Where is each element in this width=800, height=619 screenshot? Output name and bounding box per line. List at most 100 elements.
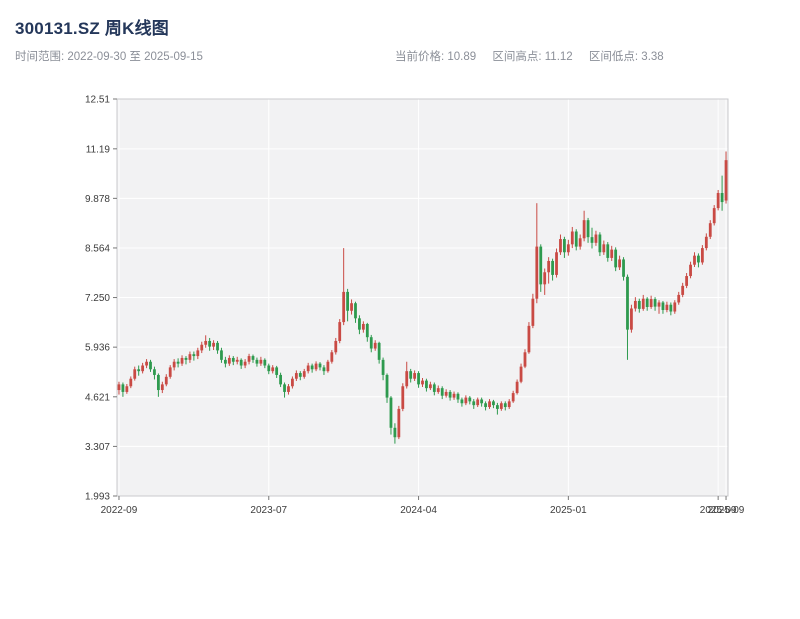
candle-body [322, 367, 326, 372]
candle-body [200, 344, 204, 351]
y-axis-labels: 1.993 3.307 4.621 5.936 7.250 8.564 9.878 11.19… [85, 95, 117, 503]
candle-body [633, 300, 637, 309]
candle-body [649, 299, 653, 307]
candle-body [495, 405, 499, 409]
x-tick-label: 2025-09 [700, 505, 737, 516]
candle-body [582, 220, 586, 239]
candle-body [452, 393, 456, 398]
candle-body [468, 397, 472, 402]
candle-body [460, 399, 464, 404]
candle-body [523, 352, 527, 367]
candle-body [519, 366, 523, 382]
candle-body [618, 259, 621, 268]
candle-body [180, 357, 184, 364]
candle-body [598, 234, 602, 253]
candle-body [417, 373, 420, 385]
candle-body [350, 303, 353, 311]
candle-body [153, 369, 156, 375]
candle-body [697, 255, 700, 263]
candle-body [287, 386, 290, 392]
candle-body [133, 369, 137, 379]
candle-body [551, 260, 554, 275]
candle-body [590, 237, 594, 243]
candle-body [314, 363, 318, 370]
candle-body [298, 373, 302, 377]
candle-body [570, 231, 574, 245]
x-tick-label: 2024-04 [400, 505, 437, 516]
candle-body [527, 325, 531, 353]
candle-body [279, 374, 282, 385]
candle-body [665, 304, 669, 311]
candle-body [168, 367, 172, 377]
candle-body [476, 399, 480, 406]
candle-body [488, 401, 491, 408]
candle-body [389, 397, 393, 428]
candle-body [543, 272, 547, 285]
candle-body [224, 359, 227, 364]
candle-body [574, 231, 578, 247]
candle-body [535, 246, 539, 299]
candle-body [586, 220, 590, 238]
candle-body [685, 276, 689, 286]
candle-body [354, 303, 357, 319]
x-tick-label: 2022-09 [101, 505, 138, 516]
candle-body [480, 399, 484, 404]
candle-body [645, 298, 649, 307]
candle-body [405, 371, 409, 387]
candle-body [271, 367, 275, 372]
candle-body [216, 342, 219, 351]
candle-body [622, 259, 625, 277]
candle-body [330, 352, 334, 362]
candle-body [689, 264, 692, 277]
candle-body [677, 294, 681, 303]
candle-body [342, 291, 346, 323]
chart-area: 1.993 3.307 4.621 5.936 7.250 8.564 9.878 11.19… [0, 84, 800, 614]
candle-body [164, 376, 168, 385]
candle-body [484, 403, 487, 408]
candle-body [310, 365, 314, 370]
candle-body [160, 384, 164, 391]
y-tick-label: 3.307 [85, 442, 110, 453]
candle-body [566, 244, 570, 253]
x-tick-label: 2025-09 [708, 505, 745, 516]
candle-body [724, 160, 728, 201]
candle-body [255, 359, 259, 364]
candle-body [610, 249, 614, 258]
candle-body [661, 302, 665, 311]
page-root: 300131.SZ 周K线图 时间范围: 2022-09-30 至 2025-0… [0, 14, 800, 614]
candle-body [275, 367, 279, 375]
candle-body [637, 300, 641, 309]
candle-body [421, 380, 424, 385]
candle-body [259, 359, 263, 364]
candle-body [196, 350, 200, 357]
candle-body [373, 342, 377, 349]
candle-body [464, 397, 468, 404]
candle-body [361, 323, 365, 330]
candle-body [243, 361, 247, 366]
candle-body [121, 384, 125, 392]
candle-body [227, 357, 231, 364]
candle-body [137, 369, 141, 372]
candle-body [503, 403, 507, 408]
candle-body [176, 361, 180, 364]
header: 300131.SZ 周K线图 时间范围: 2022-09-30 至 2025-0… [0, 14, 800, 66]
y-tick-label: 4.621 [85, 392, 110, 403]
candle-body [231, 357, 235, 362]
candle-body [220, 350, 223, 360]
candle-body [653, 299, 657, 307]
candle-body [708, 223, 712, 237]
candle-body [302, 371, 306, 377]
y-tick-label: 7.250 [85, 293, 110, 304]
candles-layer [117, 151, 728, 444]
y-tick-label: 9.878 [85, 194, 110, 205]
candle-body [700, 248, 704, 263]
candle-body [669, 304, 673, 312]
y-tick-label: 11.19 [86, 144, 111, 155]
candle-body [283, 384, 286, 392]
y-tick-label: 8.564 [85, 243, 110, 254]
kline-chart: 1.993 3.307 4.621 5.936 7.250 8.564 9.878 11.19… [85, 95, 745, 517]
candle-body [358, 318, 361, 330]
candle-body [515, 381, 519, 394]
candle-body [294, 373, 298, 379]
candle-body [125, 386, 129, 392]
